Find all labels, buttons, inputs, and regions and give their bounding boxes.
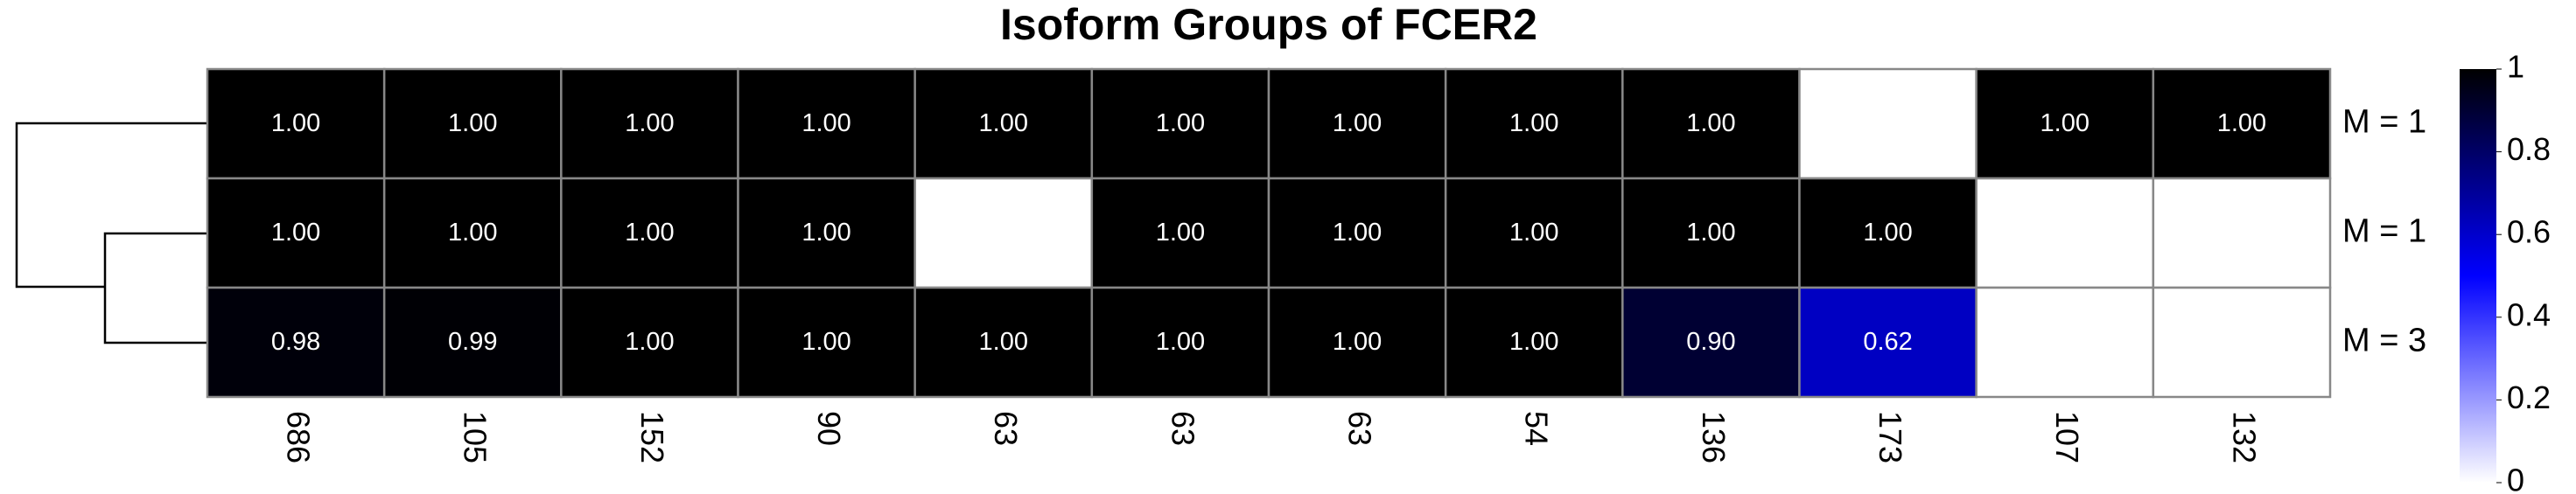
heatmap-cell: [382, 67, 563, 180]
cell-label: 1.00: [1509, 219, 1558, 247]
dendrogram: [15, 122, 207, 344]
cell-label: 1.00: [2040, 109, 2090, 137]
colorbar-tick-label: 0.8: [2507, 131, 2551, 167]
heatmap-cell: [560, 177, 739, 289]
column-label: 105: [458, 411, 494, 463]
chart-title: Isoform Groups of FCER2: [1000, 0, 1537, 49]
column-label: 136: [1696, 411, 1732, 463]
heatmap-cell: [1621, 286, 1801, 399]
heatmap-cell: [1444, 286, 1624, 399]
heatmap-cell: [1798, 67, 1978, 180]
colorbar-tick-label: 0.2: [2507, 379, 2551, 415]
heatmap-cell: [1267, 286, 1447, 399]
row-label: M = 1: [2342, 213, 2426, 250]
heatmap-cell: [560, 67, 739, 180]
column-label: 63: [1342, 411, 1378, 446]
cell-label: 1.00: [625, 109, 674, 137]
heatmap-cell: [1090, 177, 1270, 289]
cell-label: 1.00: [271, 219, 320, 247]
cell-label: 0.62: [1863, 328, 1912, 356]
colorbar-tick-label: 0: [2507, 463, 2524, 494]
cell-label: 1.00: [1509, 328, 1558, 356]
column-label: 686: [281, 411, 317, 463]
cell-label: 0.99: [448, 328, 497, 356]
column-label: 107: [2049, 411, 2085, 463]
colorbar-tick-label: 1: [2507, 49, 2524, 85]
cell-label: 1.00: [1509, 109, 1558, 137]
cell-label: 1.00: [1333, 109, 1382, 137]
heatmap-cell: [382, 286, 563, 399]
cell-label: 1.00: [448, 219, 497, 247]
colorbar-tick-label: 0.6: [2507, 214, 2551, 250]
heatmap-cell: [1444, 67, 1624, 180]
cell-label: 1.00: [1863, 219, 1912, 247]
cell-label: 1.00: [1156, 219, 1205, 247]
cell-label: 1.00: [1156, 328, 1205, 356]
heatmap-cell: [1975, 286, 2155, 399]
heatmap-cell: [1267, 177, 1447, 289]
cell-label: 0.98: [271, 328, 320, 356]
dendrogram-branch: [103, 232, 207, 344]
column-label: 173: [1872, 411, 1908, 463]
heatmap-cell: [1975, 67, 2155, 180]
heatmap-cell: [1975, 177, 2155, 289]
heatmap-cell: [914, 177, 1094, 289]
heatmap-cell: [206, 177, 386, 289]
column-label: 132: [2226, 411, 2262, 463]
cell-label: 1.00: [979, 328, 1028, 356]
row-label: M = 1: [2342, 104, 2426, 141]
heatmap-cell: [1798, 177, 1978, 289]
cell-label: 1.00: [979, 109, 1028, 137]
heatmap-cell: [1444, 177, 1624, 289]
cell-label: 1.00: [448, 109, 497, 137]
dendrogram-branch: [15, 122, 207, 289]
cell-label: 1.00: [1686, 109, 1735, 137]
colorbar-tick-label: 0.4: [2507, 296, 2551, 332]
heatmap-cell: [2152, 286, 2332, 399]
colorbar: [2460, 69, 2496, 483]
cell-label: 1.00: [271, 109, 320, 137]
cell-label: 0.90: [1686, 328, 1735, 356]
row-label: M = 3: [2342, 323, 2426, 359]
heatmap-cell: [560, 286, 739, 399]
cell-label: 1.00: [1333, 328, 1382, 356]
column-label: 152: [634, 411, 670, 463]
cell-label: 1.00: [1333, 219, 1382, 247]
heatmap-cell: [1090, 67, 1270, 180]
cell-label: 1.00: [802, 219, 850, 247]
heatmap-cell: [914, 286, 1094, 399]
cell-label: 1.00: [2217, 109, 2266, 137]
heatmap-cell: [2152, 67, 2332, 180]
column-label: 90: [811, 411, 847, 446]
cell-label: 1.00: [802, 109, 850, 137]
cell-label: 1.00: [1156, 109, 1205, 137]
cell-label: 1.00: [625, 328, 674, 356]
heatmap-cell: [206, 67, 386, 180]
heatmap-cell: [2152, 177, 2332, 289]
column-label: 63: [1165, 411, 1200, 446]
cell-label: 1.00: [802, 328, 850, 356]
column-label: 63: [988, 411, 1024, 446]
column-label: 54: [1519, 411, 1555, 446]
heatmap-cell: [206, 286, 386, 399]
cell-label: 1.00: [1686, 219, 1735, 247]
heatmap-cell: [1621, 177, 1801, 289]
cell-label: 1.00: [625, 219, 674, 247]
